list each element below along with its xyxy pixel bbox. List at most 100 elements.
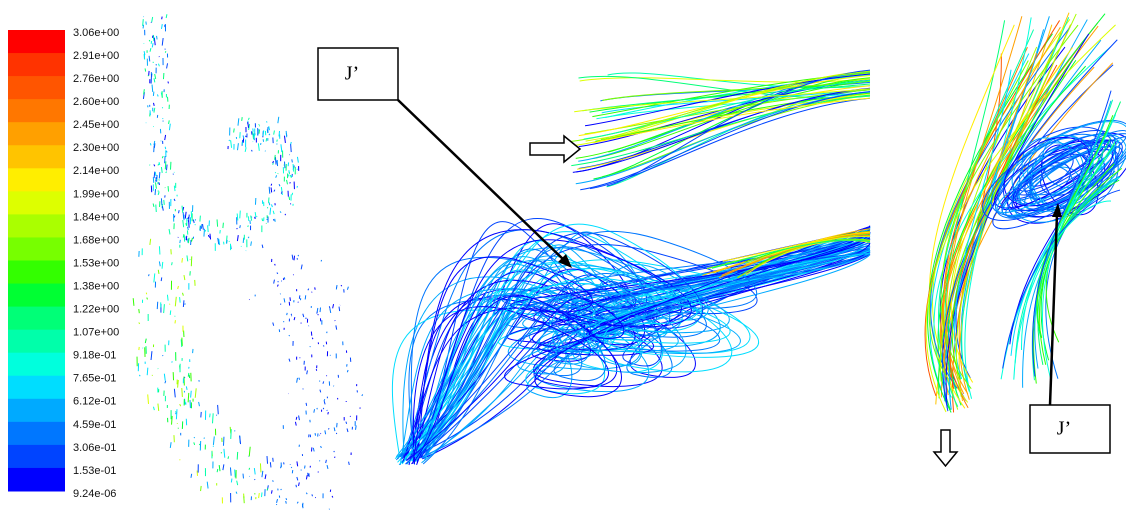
vector (216, 468, 219, 473)
vector (158, 182, 160, 186)
vector (283, 298, 286, 303)
vector (241, 142, 244, 145)
vector (291, 159, 293, 163)
vector (183, 274, 186, 281)
vector (165, 150, 168, 153)
vector (304, 295, 307, 300)
vector (143, 89, 145, 95)
vector (258, 492, 260, 499)
vector (305, 402, 308, 406)
vector (269, 207, 272, 215)
vector (275, 160, 278, 163)
vector (158, 172, 161, 179)
vector (179, 403, 182, 407)
vector (268, 133, 271, 136)
vector (217, 404, 219, 415)
vector (252, 131, 255, 140)
vector (175, 409, 178, 420)
vector (206, 481, 209, 489)
vector (138, 374, 141, 377)
streamline (939, 25, 1099, 377)
vector (163, 304, 165, 314)
colorbar-band (8, 53, 65, 77)
vector (185, 222, 187, 226)
vector (274, 171, 277, 174)
vector (157, 63, 160, 67)
streamline (420, 221, 871, 459)
vector (242, 135, 245, 139)
vector (316, 311, 318, 314)
colorbar-band (8, 30, 65, 54)
vector (236, 235, 239, 242)
vector (202, 224, 204, 230)
vector (283, 135, 286, 143)
vector (148, 274, 150, 277)
colorbar-band (8, 214, 65, 238)
streamline (932, 19, 1071, 403)
vector (149, 48, 152, 52)
vector (296, 476, 299, 481)
vector (146, 367, 149, 376)
streamline (602, 80, 871, 101)
vector (230, 429, 232, 439)
vector (198, 443, 201, 446)
vector (290, 466, 293, 469)
vector (329, 308, 332, 314)
colorbar-label: 9.18e-01 (73, 350, 116, 362)
vector (272, 322, 275, 326)
vector (262, 130, 265, 137)
vector (167, 81, 169, 84)
vector (234, 469, 236, 478)
vector (298, 295, 301, 299)
vector (296, 156, 299, 163)
vector (148, 39, 151, 42)
vector (326, 465, 329, 470)
vector (266, 456, 269, 464)
colorbar-label: 1.38e+00 (73, 280, 119, 292)
vector (323, 398, 326, 402)
vector (264, 150, 266, 152)
vector (283, 277, 286, 280)
vector (158, 179, 160, 181)
colorbar-label: 1.53e-01 (73, 465, 116, 477)
vector (177, 379, 179, 388)
vector (298, 377, 301, 380)
vector (250, 241, 252, 246)
vector (226, 239, 228, 244)
callout-arrow (1048, 213, 1059, 406)
streamline (711, 239, 871, 269)
vector (171, 415, 173, 425)
vector (248, 123, 251, 131)
colorbar-label: 2.60e+00 (73, 96, 119, 108)
colorbar-label: 1.84e+00 (73, 211, 119, 223)
vector (168, 228, 171, 235)
vector (161, 261, 164, 269)
vector (298, 482, 300, 487)
vector (158, 261, 161, 267)
vector (166, 63, 169, 69)
vortex-line (996, 141, 1113, 214)
vector (230, 478, 233, 483)
vector (164, 155, 166, 164)
vector (151, 84, 154, 92)
vector (274, 156, 277, 165)
colorbar-label: 4.59e-01 (73, 419, 116, 431)
vortex-line (1003, 137, 1091, 207)
vector (276, 284, 279, 287)
streamline (405, 232, 871, 462)
vector (160, 24, 163, 29)
vector (156, 94, 159, 97)
vector (275, 175, 278, 178)
colorbar-band (8, 145, 65, 169)
vector (181, 388, 183, 397)
vector (187, 392, 190, 403)
vector (312, 447, 315, 452)
vector (273, 130, 275, 135)
streamline (958, 52, 1037, 400)
vector (290, 144, 292, 153)
vector (223, 448, 226, 458)
colorbar-label: 2.76e+00 (73, 73, 119, 85)
vector (270, 187, 273, 193)
vector (200, 223, 203, 229)
